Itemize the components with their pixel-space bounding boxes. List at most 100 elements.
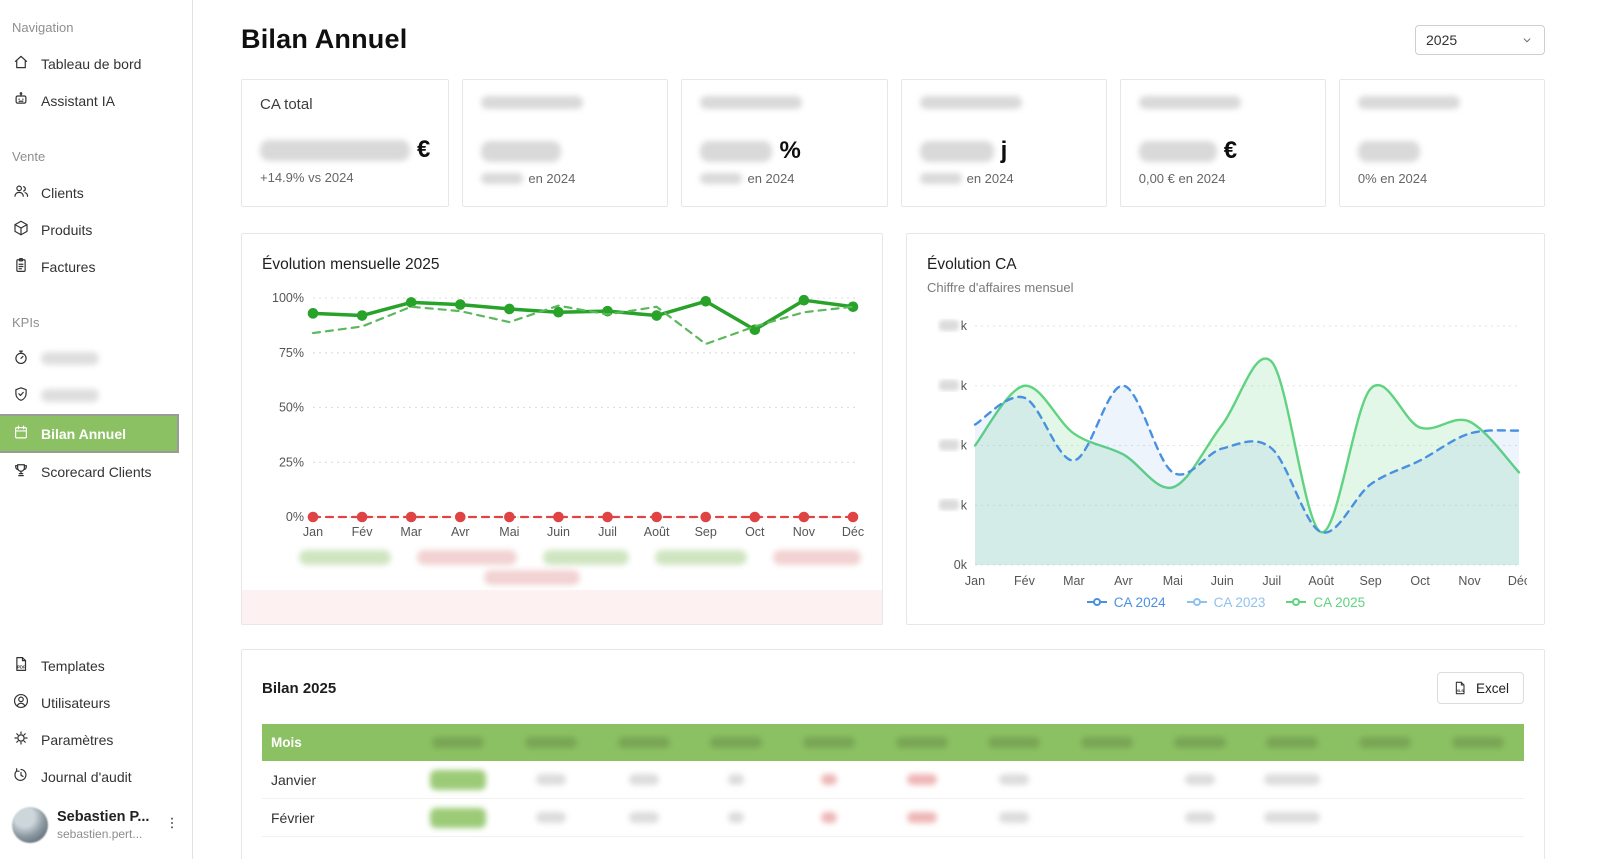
redacted-text bbox=[820, 774, 837, 785]
sidebar-item-templates[interactable]: PDF Templates bbox=[0, 647, 192, 684]
redacted-text bbox=[432, 737, 485, 748]
redacted-text bbox=[628, 774, 659, 785]
table-header: Mois bbox=[262, 724, 1524, 761]
redacted-text bbox=[430, 807, 487, 828]
sidebar-item-kpi-redacted-1[interactable] bbox=[0, 340, 192, 377]
sidebar-item-factures[interactable]: Factures bbox=[0, 248, 192, 285]
sidebar-section-label: Navigation bbox=[12, 20, 74, 35]
svg-text:Juin: Juin bbox=[1211, 574, 1234, 588]
kpi-value-suffix: € bbox=[1223, 137, 1238, 164]
column-header-redacted bbox=[875, 724, 968, 761]
redacted-text bbox=[417, 550, 517, 565]
kebab-menu-icon[interactable] bbox=[162, 813, 182, 838]
kpi-card-value: j bbox=[919, 137, 1088, 164]
svg-text:Juin: Juin bbox=[547, 525, 570, 539]
shield-check-icon bbox=[12, 385, 30, 406]
sidebar-item-parametres[interactable]: Paramètres bbox=[0, 721, 192, 758]
cell-redacted bbox=[504, 761, 598, 799]
sidebar-section-label: KPIs bbox=[12, 315, 40, 330]
sidebar-item-utilisateurs[interactable]: Utilisateurs bbox=[0, 684, 192, 721]
sidebar-item-produits[interactable]: Produits bbox=[0, 211, 192, 248]
cell-month: Février bbox=[262, 799, 412, 837]
cell-redacted bbox=[1153, 799, 1246, 837]
legend-marker-icon bbox=[1285, 595, 1307, 610]
cell-month: Janvier bbox=[262, 761, 412, 799]
cell-redacted bbox=[1060, 761, 1154, 799]
kpi-value-suffix: € bbox=[417, 136, 431, 163]
redacted-text bbox=[1266, 737, 1319, 748]
svg-text:Avr: Avr bbox=[451, 525, 470, 539]
page-title: Bilan Annuel bbox=[241, 24, 408, 54]
redacted-text bbox=[700, 173, 743, 184]
export-excel-button[interactable]: XLS Excel bbox=[1436, 672, 1524, 704]
sidebar-item-bilan-annuel[interactable]: Bilan Annuel bbox=[0, 414, 179, 453]
chart-title: Évolution CA bbox=[927, 256, 1017, 273]
redacted-text bbox=[481, 140, 562, 162]
legend-item-ca-2024[interactable]: CA 2024 bbox=[1086, 595, 1166, 610]
cell-redacted bbox=[782, 799, 876, 837]
sidebar-item-label: Utilisateurs bbox=[41, 694, 111, 711]
cell-redacted bbox=[875, 799, 968, 837]
redacted-text bbox=[710, 737, 763, 748]
svg-text:XLS: XLS bbox=[1457, 689, 1465, 693]
svg-text:k: k bbox=[961, 439, 968, 453]
cell-redacted bbox=[689, 799, 783, 837]
avatar bbox=[12, 807, 48, 843]
kpi-card-value: % bbox=[700, 137, 868, 164]
kpi-card-label: CA total bbox=[260, 96, 313, 113]
sidebar-item-tableau-de-bord[interactable]: Tableau de bord bbox=[0, 45, 192, 82]
cell-redacted bbox=[782, 761, 876, 799]
redacted-text bbox=[1264, 812, 1321, 823]
svg-text:Nov: Nov bbox=[793, 525, 816, 539]
charts-row: Évolution mensuelle 2025 100% 75% 50% 25% 0%… bbox=[241, 233, 1545, 625]
redacted-text bbox=[1451, 737, 1504, 748]
svg-text:Sep: Sep bbox=[1360, 574, 1382, 588]
kpi-card-value bbox=[1357, 138, 1526, 164]
cell-redacted bbox=[1431, 761, 1524, 799]
evolution-ca-card: Évolution CA Chiffre d'affaires mensuel … bbox=[906, 233, 1545, 625]
sidebar-item-scorecard-clients[interactable]: Scorecard Clients bbox=[0, 453, 192, 490]
svg-text:Mai: Mai bbox=[499, 525, 519, 539]
redacted-text bbox=[802, 737, 855, 748]
sidebar-item-label: Paramètres bbox=[41, 731, 114, 748]
legend-label: CA 2024 bbox=[1113, 595, 1166, 610]
kpi-card-5: €0,00 € en 2024 bbox=[1119, 79, 1326, 207]
column-header-redacted bbox=[783, 724, 876, 761]
profile-name: Sebastien P... bbox=[57, 809, 150, 826]
legend-marker-icon bbox=[1086, 595, 1108, 610]
column-header-mois: Mois bbox=[271, 735, 302, 750]
sidebar-item-clients[interactable]: Clients bbox=[0, 174, 192, 211]
home-icon bbox=[12, 53, 30, 74]
redacted-text bbox=[728, 774, 745, 785]
kpi-card-3: % en 2024 bbox=[681, 79, 888, 207]
svg-text:0k: 0k bbox=[954, 558, 968, 572]
year-select[interactable]: 2025 bbox=[1415, 24, 1545, 55]
sidebar-item-label: Produits bbox=[41, 221, 93, 238]
svg-text:0%: 0% bbox=[286, 510, 304, 524]
sidebar-item-kpi-redacted-2[interactable] bbox=[0, 377, 192, 414]
sidebar-item-journal-audit[interactable]: Journal d'audit bbox=[0, 758, 192, 795]
svg-text:Oct: Oct bbox=[1410, 574, 1430, 588]
redacted-text bbox=[1184, 774, 1215, 785]
legend-item-ca-2023[interactable]: CA 2023 bbox=[1186, 595, 1265, 610]
chart-subtitle: Chiffre d'affaires mensuel bbox=[927, 280, 1074, 295]
legend-item-ca-2025[interactable]: CA 2025 bbox=[1285, 595, 1365, 610]
kpi-subtext-label: +14.9% vs 2024 bbox=[260, 170, 354, 185]
redacted-text bbox=[628, 812, 659, 823]
svg-text:100%: 100% bbox=[272, 291, 304, 305]
cell-redacted bbox=[597, 761, 690, 799]
kpi-card-6: 0% en 2024 bbox=[1338, 79, 1545, 207]
kpi-card-subtext: 0% en 2024 bbox=[1358, 171, 1526, 186]
svg-text:Fév: Fév bbox=[1014, 574, 1036, 588]
redacted-text bbox=[1138, 96, 1241, 109]
redacted-text bbox=[524, 737, 577, 748]
kpi-card-value: € bbox=[260, 136, 431, 163]
sidebar-item-assistant-ia[interactable]: Assistant IA bbox=[0, 82, 192, 119]
redacted-text bbox=[919, 173, 962, 184]
sidebar-item-label: Clients bbox=[41, 184, 84, 201]
column-header-redacted bbox=[1246, 724, 1339, 761]
redacted-text bbox=[999, 774, 1030, 785]
user-profile[interactable]: Sebastien P... sebastien.pert... bbox=[0, 795, 192, 847]
sidebar-item-label: Templates bbox=[41, 657, 105, 674]
redacted-text bbox=[1264, 774, 1321, 785]
